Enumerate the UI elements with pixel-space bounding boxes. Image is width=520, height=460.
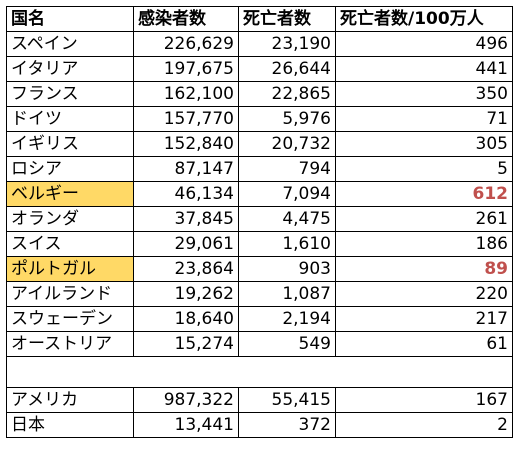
cases-cell: 197,675 [133,56,239,82]
table-row: スイス 29,061 1,610 186 [6,231,513,257]
header-per-million: 死亡者数/100万人 [335,6,513,32]
country-cell: ベルギー [6,181,134,207]
deaths-cell: 26,644 [238,56,336,82]
country-cell: スペイン [6,31,134,57]
deaths-cell: 1,610 [238,231,336,257]
country-cell: アメリカ [6,387,134,413]
cases-cell: 37,845 [133,206,239,232]
cases-cell: 18,640 [133,306,239,332]
country-cell: フランス [6,81,134,107]
header-row: 国名 感染者数 死亡者数 死亡者数/100万人 [6,6,513,32]
per-million-cell: 167 [335,387,513,413]
per-million-cell: 89 [335,256,513,282]
cases-cell: 29,061 [133,231,239,257]
country-cell: スウェーデン [6,306,134,332]
cases-cell: 15,274 [133,331,239,357]
deaths-cell: 22,865 [238,81,336,107]
cases-cell: 87,147 [133,156,239,182]
deaths-cell: 4,475 [238,206,336,232]
per-million-cell: 61 [335,331,513,357]
country-cell: イギリス [6,131,134,157]
per-million-cell: 71 [335,106,513,132]
table-row: イギリス 152,840 20,732 305 [6,131,513,157]
header-country: 国名 [6,6,134,32]
table-row: 日本 13,441 372 2 [6,412,513,438]
table-row: スウェーデン 18,640 2,194 217 [6,306,513,332]
deaths-cell: 1,087 [238,281,336,307]
per-million-cell: 261 [335,206,513,232]
deaths-cell: 549 [238,331,336,357]
cases-cell: 162,100 [133,81,239,107]
deaths-cell: 5,976 [238,106,336,132]
country-cell: オランダ [6,206,134,232]
separator-row [6,356,513,388]
cases-cell: 19,262 [133,281,239,307]
country-cell: イタリア [6,56,134,82]
cases-cell: 152,840 [133,131,239,157]
country-cell: オーストリア [6,331,134,357]
table-row: ドイツ 157,770 5,976 71 [6,106,513,132]
table-row: スペイン 226,629 23,190 496 [6,31,513,57]
country-cell: アイルランド [6,281,134,307]
per-million-cell: 5 [335,156,513,182]
table-row-highlighted: ベルギー 46,134 7,094 612 [6,181,513,207]
cases-cell: 23,864 [133,256,239,282]
deaths-cell: 23,190 [238,31,336,57]
header-deaths: 死亡者数 [238,6,336,32]
country-cell: スイス [6,231,134,257]
separator-cell [6,356,513,388]
per-million-cell: 305 [335,131,513,157]
per-million-cell: 220 [335,281,513,307]
per-million-cell: 186 [335,231,513,257]
per-million-cell: 441 [335,56,513,82]
deaths-cell: 372 [238,412,336,438]
country-cell: ロシア [6,156,134,182]
per-million-cell: 2 [335,412,513,438]
deaths-cell: 903 [238,256,336,282]
table-row: アメリカ 987,322 55,415 167 [6,387,513,413]
deaths-cell: 794 [238,156,336,182]
cases-cell: 226,629 [133,31,239,57]
country-cell: ポルトガル [6,256,134,282]
table-row: オーストリア 15,274 549 61 [6,331,513,357]
per-million-cell: 496 [335,31,513,57]
country-cell: ドイツ [6,106,134,132]
cases-cell: 13,441 [133,412,239,438]
table-row: フランス 162,100 22,865 350 [6,81,513,107]
table-row: イタリア 197,675 26,644 441 [6,56,513,82]
covid-stats-table: 国名 感染者数 死亡者数 死亡者数/100万人 スペイン 226,629 23,… [6,6,513,438]
cases-cell: 46,134 [133,181,239,207]
table-row: ロシア 87,147 794 5 [6,156,513,182]
country-cell: 日本 [6,412,134,438]
per-million-cell: 217 [335,306,513,332]
table-row-highlighted: ポルトガル 23,864 903 89 [6,256,513,282]
deaths-cell: 20,732 [238,131,336,157]
deaths-cell: 55,415 [238,387,336,413]
header-cases: 感染者数 [133,6,239,32]
cases-cell: 987,322 [133,387,239,413]
table-row: アイルランド 19,262 1,087 220 [6,281,513,307]
per-million-cell: 350 [335,81,513,107]
per-million-cell: 612 [335,181,513,207]
table-row: オランダ 37,845 4,475 261 [6,206,513,232]
deaths-cell: 7,094 [238,181,336,207]
deaths-cell: 2,194 [238,306,336,332]
cases-cell: 157,770 [133,106,239,132]
